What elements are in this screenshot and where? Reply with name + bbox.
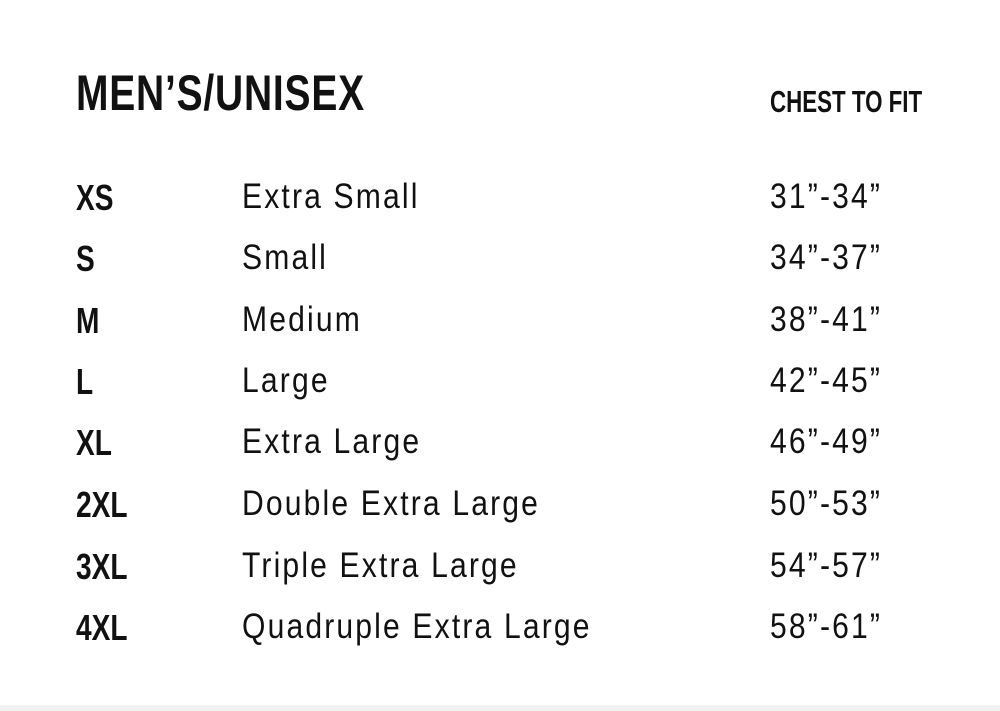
table-row: L Large 42”-45” bbox=[0, 361, 1000, 411]
size-code: S bbox=[76, 238, 95, 279]
table-row: XL Extra Large 46”-49” bbox=[0, 422, 1000, 472]
chest-range: 50”-53” bbox=[770, 484, 883, 523]
size-code: XL bbox=[76, 422, 112, 463]
size-code: L bbox=[76, 361, 94, 402]
chest-range: 34”-37” bbox=[770, 238, 883, 277]
table-row: 2XL Double Extra Large 50”-53” bbox=[0, 484, 1000, 534]
size-label: Medium bbox=[242, 300, 362, 339]
size-code: M bbox=[76, 300, 100, 341]
size-label: Small bbox=[242, 238, 329, 277]
size-code: 3XL bbox=[76, 546, 128, 587]
bottom-divider bbox=[0, 705, 1000, 711]
page-title: MEN’S/UNISEX bbox=[76, 65, 365, 121]
chest-column-header: CHEST TO FIT bbox=[770, 84, 923, 119]
table-row: 3XL Triple Extra Large 54”-57” bbox=[0, 546, 1000, 596]
size-label: Extra Small bbox=[242, 177, 420, 216]
size-label: Double Extra Large bbox=[242, 484, 541, 523]
size-label: Extra Large bbox=[242, 422, 422, 461]
size-code: 4XL bbox=[76, 607, 128, 648]
chest-range: 38”-41” bbox=[770, 300, 883, 339]
size-label: Quadruple Extra Large bbox=[242, 607, 592, 646]
size-code: XS bbox=[76, 177, 114, 218]
table-row: 4XL Quadruple Extra Large 58”-61” bbox=[0, 607, 1000, 657]
table-row: XS Extra Small 31”-34” bbox=[0, 177, 1000, 227]
size-code: 2XL bbox=[76, 484, 128, 525]
table-row: S Small 34”-37” bbox=[0, 238, 1000, 288]
size-label: Large bbox=[242, 361, 330, 400]
table-row: M Medium 38”-41” bbox=[0, 300, 1000, 350]
chest-range: 58”-61” bbox=[770, 607, 883, 646]
chest-range: 31”-34” bbox=[770, 177, 883, 216]
size-label: Triple Extra Large bbox=[242, 546, 519, 585]
chest-range: 54”-57” bbox=[770, 546, 883, 585]
chest-range: 42”-45” bbox=[770, 361, 883, 400]
chest-range: 46”-49” bbox=[770, 422, 883, 461]
